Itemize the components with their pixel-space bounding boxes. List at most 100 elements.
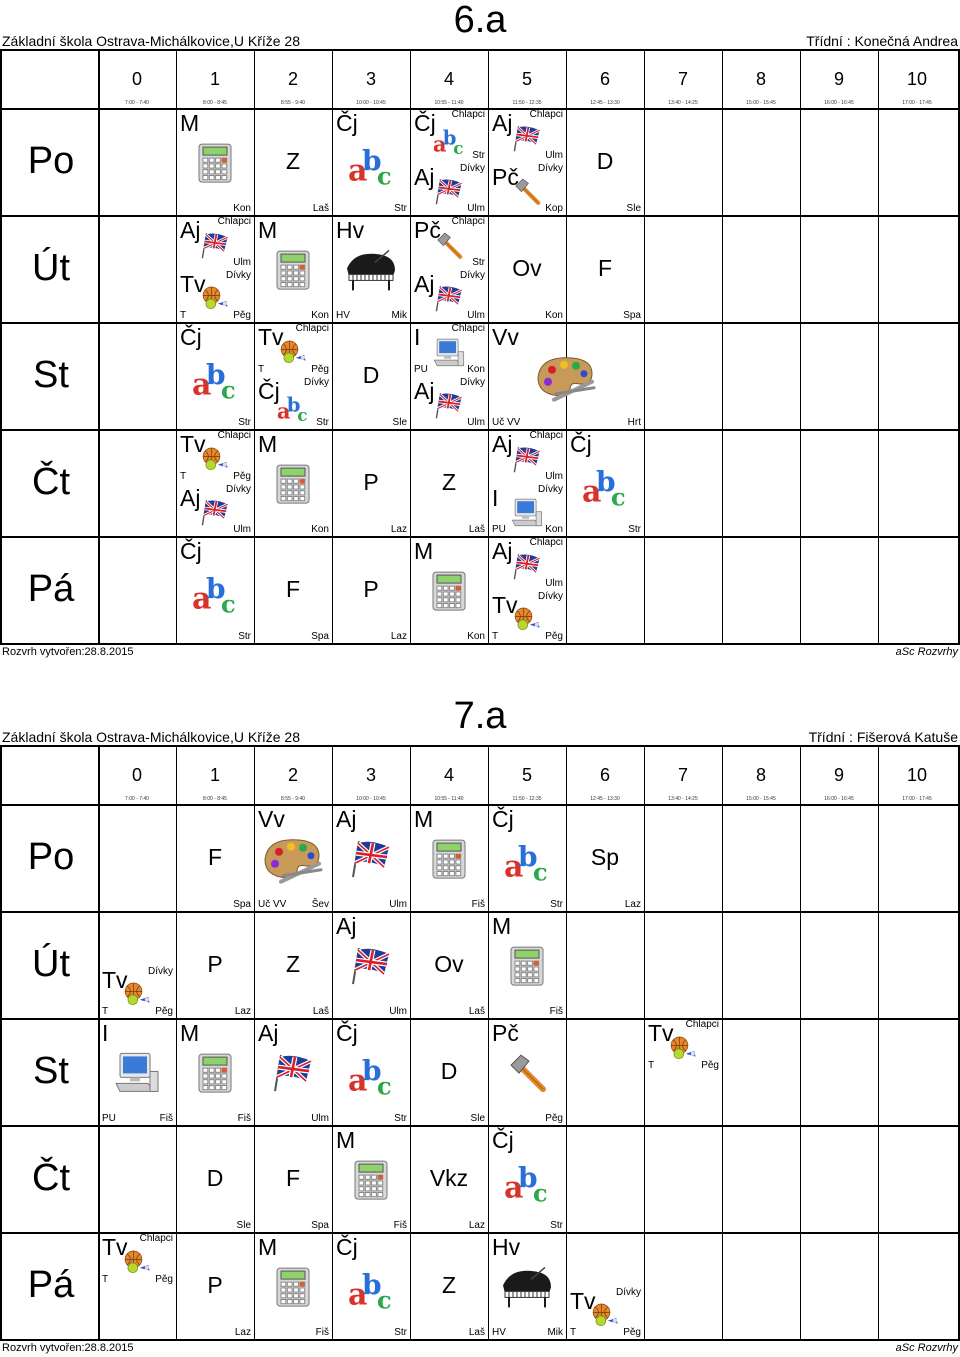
lesson-cell[interactable]: Tv Chlapci Pěg T (254, 322, 332, 376)
lesson-cell[interactable]: Tv Dívky Pěg T (488, 590, 566, 644)
lesson-cell[interactable]: Aj Dívky Ulm (410, 269, 488, 323)
lesson-cell[interactable]: a b c Čj Chlapci Str (410, 108, 488, 162)
lesson-cell[interactable]: Vkz Laz (410, 1125, 488, 1232)
lesson-cell[interactable]: a b c Čj Str (488, 1125, 566, 1232)
lesson-cell[interactable]: M Fiš (488, 911, 566, 1018)
lesson-cell[interactable]: P Laz (176, 911, 254, 1018)
subject-name: I (414, 324, 421, 350)
lesson-cell[interactable]: Aj Chlapci Ulm (488, 108, 566, 162)
lesson-cell[interactable]: P Laz (332, 429, 410, 536)
lesson-cell[interactable]: I Fiš PU (98, 1018, 176, 1125)
lesson-cell[interactable]: Pč Dívky Kop (488, 162, 566, 216)
row-divider (2, 1125, 958, 1127)
lesson-cell[interactable]: M Kon (176, 108, 254, 215)
group-label: Dívky (538, 162, 563, 174)
period-time: 7:00 - 7:40 (125, 100, 149, 106)
lesson-cell[interactable]: M Kon (254, 429, 332, 536)
lesson-cell[interactable]: Aj Dívky Ulm (410, 376, 488, 430)
lesson-cell[interactable]: Tv Chlapci Pěg T (644, 1018, 722, 1072)
lesson-cell[interactable]: a b c Čj Str (332, 1232, 410, 1339)
class-title: 7.a (453, 695, 507, 737)
svg-text:a: a (277, 399, 291, 423)
lesson-cell[interactable]: Aj Ulm (332, 804, 410, 911)
lesson-cell[interactable]: a b c Čj Str (332, 1018, 410, 1125)
hammer-icon (435, 231, 463, 263)
group-label: Dívky (460, 376, 485, 388)
ball-icon (201, 446, 229, 475)
lesson-cell[interactable]: a b c Čj Str (176, 322, 254, 429)
lesson-cell[interactable]: Vv Hrt Uč VV (488, 322, 644, 429)
lesson-cell[interactable]: F Spa (254, 536, 332, 643)
lesson-cell[interactable]: Hv Mik HV (488, 1232, 566, 1339)
lesson-cell[interactable]: M Fiš (410, 804, 488, 911)
period-time: 15:00 - 15:45 (746, 100, 776, 106)
lesson-cell[interactable]: D Sle (566, 108, 644, 215)
lesson-cell[interactable]: Z Laš (254, 108, 332, 215)
lesson-cell[interactable]: Tv Chlapci Pěg T (176, 429, 254, 483)
lesson-cell[interactable]: Pč Pěg (488, 1018, 566, 1125)
lesson-cell[interactable]: M Fiš (332, 1125, 410, 1232)
lesson-cell[interactable]: a b c Čj Str (566, 429, 644, 536)
lesson-cell[interactable]: Tv Dívky Pěg T (98, 965, 176, 1019)
lesson-cell[interactable]: Tv Dívky Pěg T (176, 269, 254, 323)
lesson-cell[interactable]: M Fiš (176, 1018, 254, 1125)
lesson-cell[interactable]: M Kon (410, 536, 488, 643)
lesson-cell[interactable]: D Sle (332, 322, 410, 429)
lesson-cell[interactable]: Z Laš (410, 429, 488, 536)
ball-icon (123, 982, 151, 1011)
flag-icon (434, 392, 465, 424)
lesson-cell[interactable]: Sp Laz (566, 804, 644, 911)
lesson-cell[interactable]: Pč Chlapci Str (410, 215, 488, 269)
period-number: 3 (365, 765, 376, 785)
lesson-cell[interactable]: Aj Ulm (332, 911, 410, 1018)
lesson-cell[interactable]: P Laz (176, 1232, 254, 1339)
lesson-cell[interactable]: Tv Dívky Pěg T (566, 1286, 644, 1340)
teacher-code: Pěg (545, 1113, 563, 1124)
lesson-cell[interactable]: M Fiš (254, 1232, 332, 1339)
lesson-cell[interactable]: Hv Mik HV (332, 215, 410, 322)
svg-text:c: c (221, 375, 236, 400)
svg-text:b: b (443, 126, 457, 149)
lesson-cell[interactable]: F Spa (254, 1125, 332, 1232)
lesson-cell[interactable]: Aj Dívky Ulm (176, 483, 254, 537)
period-number: 4 (443, 765, 454, 785)
lesson-cell[interactable]: D Sle (410, 1018, 488, 1125)
lesson-cell[interactable]: I Dívky Kon PU (488, 483, 566, 537)
subject-name: Čj (336, 110, 358, 136)
lesson-cell[interactable]: Vv Šev Uč VV (254, 804, 332, 911)
lesson-cell[interactable]: F Spa (566, 215, 644, 322)
lesson-cell[interactable]: I Chlapci Kon PU (410, 322, 488, 376)
lesson-cell[interactable]: D Sle (176, 1125, 254, 1232)
lesson-cell[interactable]: Z Laš (410, 1232, 488, 1339)
lesson-cell[interactable]: Tv Chlapci Pěg T (98, 1232, 176, 1286)
lesson-cell[interactable]: M Kon (254, 215, 332, 322)
lesson-cell[interactable]: P Laz (332, 536, 410, 643)
lesson-cell[interactable]: Aj Ulm (254, 1018, 332, 1125)
lesson-cell[interactable]: Ov Kon (488, 215, 566, 322)
row-divider (2, 911, 958, 913)
row-divider (2, 1232, 958, 1234)
lesson-cell[interactable]: a b c Čj Str (488, 804, 566, 911)
lesson-cell[interactable]: a b c Čj Str (332, 108, 410, 215)
lesson-cell[interactable]: Aj Chlapci Ulm (176, 215, 254, 269)
teacher-code: Sle (236, 1220, 251, 1231)
lesson-cell[interactable]: a b c Čj Dívky Str (254, 376, 332, 430)
lesson-cell[interactable]: Ov Laš (410, 911, 488, 1018)
period-time: 13:40 - 14:25 (668, 100, 698, 106)
room-code: Uč VV (492, 417, 521, 428)
period-number: 8 (755, 69, 766, 89)
subject-name: P (207, 950, 223, 977)
subject-name: Aj (492, 110, 513, 136)
period-time: 10:55 - 11:40 (434, 100, 464, 106)
lesson-cell[interactable]: F Spa (176, 804, 254, 911)
lesson-cell[interactable]: Aj Chlapci Ulm (488, 536, 566, 590)
lesson-cell[interactable]: Aj Dívky Ulm (410, 162, 488, 216)
calc-icon (198, 1053, 232, 1098)
subject-name: Aj (414, 377, 435, 404)
pc-icon (114, 1051, 160, 1100)
teacher-code: Ulm (389, 899, 407, 910)
lesson-cell[interactable]: Aj Chlapci Ulm (488, 429, 566, 483)
calc-icon (432, 839, 466, 884)
lesson-cell[interactable]: Z Laš (254, 911, 332, 1018)
lesson-cell[interactable]: a b c Čj Str (176, 536, 254, 643)
